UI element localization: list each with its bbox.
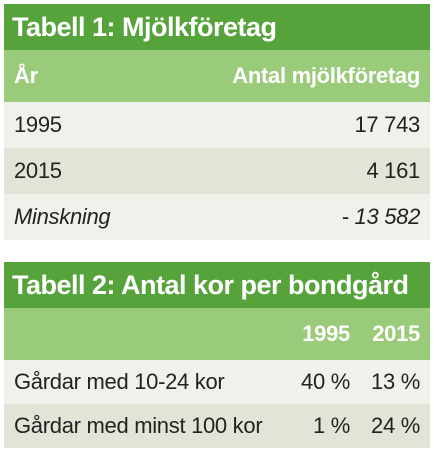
table-header-row: 1995 2015 [4,308,430,360]
table-row: Gårdar med minst 100 kor 1 % 24 % [4,404,430,448]
row-value-2015: 24 % [371,413,420,438]
table-row: 1995 17 743 [4,102,430,148]
row-value-2015: 13 % [371,369,420,394]
row-value-1995: 40 % [301,369,350,394]
table-header-row: År Antal mjölkföretag [4,50,430,102]
table-title: Tabell 1: Mjölkföretag [4,4,430,50]
row-value-1995: 1 % [312,413,350,438]
header-antal: Antal mjölkföretag [232,63,420,88]
row-value: 4 161 [366,158,420,183]
table-row: Gårdar med 10-24 kor 40 % 13 % [4,360,430,404]
table-mjolkforetag: Tabell 1: Mjölkföretag År Antal mjölkför… [4,4,430,240]
row-label: Minskning [14,204,111,229]
header-1995: 1995 [302,321,350,346]
row-value: - 13 582 [341,204,421,229]
row-label: Gårdar med 10-24 kor [14,369,225,394]
row-label: 2015 [14,158,62,183]
row-value: 17 743 [354,112,421,137]
header-year: År [14,63,38,88]
row-label: 1995 [14,112,62,137]
header-2015: 2015 [372,321,420,346]
row-label: Gårdar med minst 100 kor [14,413,263,438]
table-row: 2015 4 161 [4,148,430,194]
table-kor-per-bondgard: Tabell 2: Antal kor per bondgård 1995 20… [4,262,430,448]
table-row: Minskning - 13 582 [4,194,430,240]
table-title: Tabell 2: Antal kor per bondgård [4,262,430,308]
